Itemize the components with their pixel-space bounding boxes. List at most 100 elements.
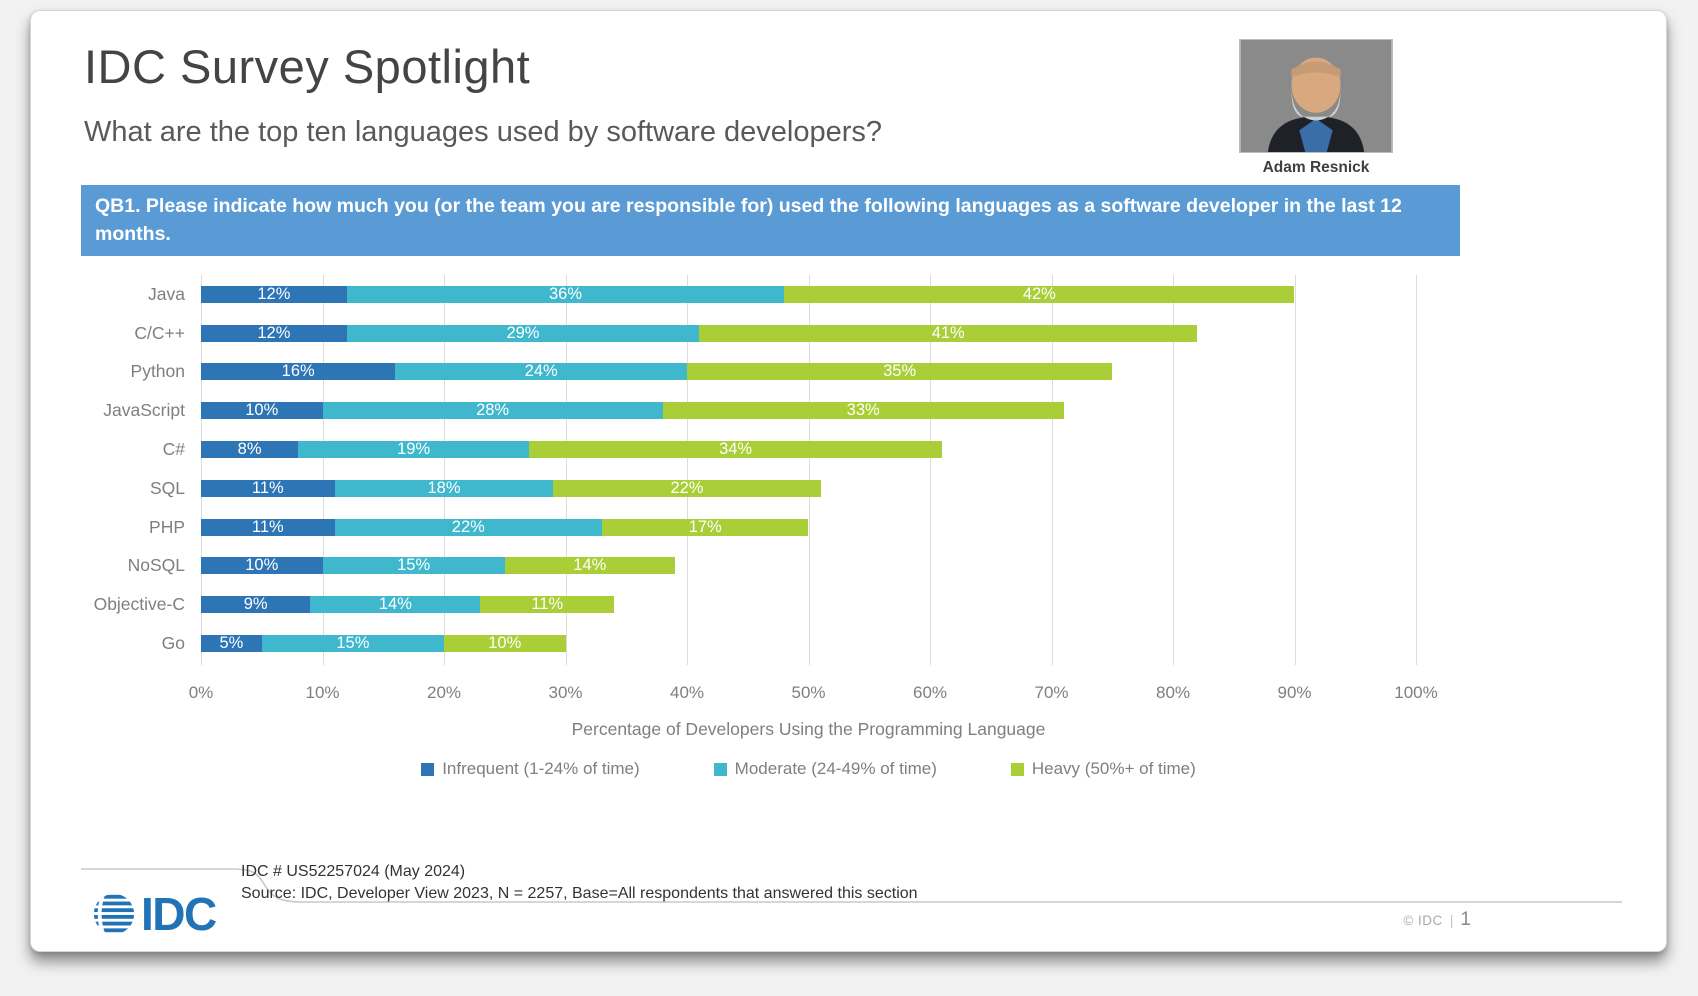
gridline [930,275,931,665]
stacked-bar: 16% 24% 35% [201,363,1416,381]
segment-value-label: 14% [573,557,607,575]
bar-segment: 35% [686,363,1113,381]
bar-segment: 33% [662,402,1064,420]
bar-segment: 10% [444,635,566,653]
bar-segment: 11% [201,518,335,536]
category-label: C/C++ [134,322,185,343]
x-tick-label: 90% [1277,683,1312,702]
gridline [687,275,688,665]
x-tick-label: 30% [548,683,583,702]
chart-row: Python 16% 24% 35% [131,353,1416,392]
segment-value-label: 34% [719,441,753,459]
category-label: JavaScript [103,400,185,421]
copyright-text: © IDC [1403,913,1443,928]
x-tick-label: 80% [1155,683,1191,702]
source-line: Source: IDC, Developer View 2023, N = 22… [241,885,918,903]
legend-swatch [421,762,435,776]
chart-row: Objective-C 9% 14% 11% [94,585,1416,624]
legend: Infrequent (1-24% of time) Moderate (24-4… [201,759,1416,779]
segment-value-label: 19% [397,441,431,459]
question-banner: QB1. Please indicate how much you (or th… [81,185,1460,257]
segment-value-label: 15% [336,635,370,653]
gridline [1173,275,1174,665]
segment-value-label: 28% [476,402,510,420]
segment-value-label: 24% [524,363,558,381]
gridlines [201,275,1417,665]
x-tick-label: 60% [912,683,948,702]
x-axis-ticks: 0% 10% 20% 30% 40% 50% 60% 70% 80% 90% 100% [189,683,1438,705]
bar-segment: 11% [480,596,615,614]
stacked-bar: 9% 14% 11% [201,596,1416,614]
copyright-block: © IDC | 1 [1321,909,1471,931]
chart-row: Java 12% 36% 42% [148,275,1416,314]
doc-number: IDC # US52257024 (May 2024) [241,863,466,880]
category-label: Go [161,633,185,654]
category-label: PHP [149,516,185,537]
footnotes: IDC # US52257024 (May 2024) Source: IDC,… [241,861,918,906]
bar-segment: 17% [601,518,809,536]
bar-segment: 22% [553,479,821,497]
bar-segment: 14% [310,596,481,614]
page-title: IDC Survey Spotlight [84,40,531,93]
gridline [444,275,445,665]
stacked-bar: 8% 19% 34% [201,441,1416,459]
legend-item: Infrequent (1-24% of time) [421,759,640,779]
bar-segment: 22% [334,518,602,536]
segment-value-label: 17% [688,518,722,536]
bar-segment: 42% [784,285,1295,303]
category-label: SQL [149,477,185,498]
gridline [322,275,324,665]
bar-segment: 28% [322,402,663,420]
page-subtitle: What are the top ten languages used by s… [84,116,883,148]
bar-segment: 15% [261,635,444,653]
footer-divider-swoosh [81,868,1622,903]
stacked-bar: 12% 29% 41% [201,324,1416,342]
analyst-name: Adam Resnick [1262,159,1370,176]
bar-segment: 24% [395,363,687,381]
segment-value-label: 9% [243,596,268,614]
bar-segment: 34% [529,441,943,459]
x-tick-label: 0% [188,683,214,702]
idc-logo: IDC [91,887,217,941]
chart-row: NoSQL 10% 15% 14% [128,547,1416,586]
analyst-block: Adam Resnick [1239,39,1393,177]
bar-segment: 8% [201,441,299,459]
segment-value-label: 14% [378,596,412,614]
gridline [201,275,202,665]
gridline [808,275,810,665]
stacked-bar: 12% 36% 42% [201,285,1416,303]
x-tick-label: 10% [305,683,340,702]
bar-segment: 11% [201,479,335,497]
bar-segment: 9% [201,596,311,614]
category-label: C# [162,439,185,460]
bar-segment: 19% [298,441,530,459]
stacked-bar: 11% 18% 22% [201,479,1416,497]
gridline [1294,275,1296,665]
bar-segment: 15% [322,557,505,575]
copyright-divider: | [1449,912,1454,928]
x-tick-label: 20% [426,683,462,702]
segment-value-label: 16% [281,363,315,381]
category-label: Java [148,283,185,304]
segment-value-label: 35% [883,363,917,381]
x-axis-title: Percentage of Developers Using the Progr… [571,719,1046,739]
segment-value-label: 10% [245,402,279,420]
segment-value-label: 33% [846,402,880,420]
stacked-bar: 5% 15% 10% [201,635,1416,653]
segment-value-label: 12% [257,324,291,342]
chart-row: Go 5% 15% 10% [162,624,1416,663]
segment-value-label: 11% [251,518,284,536]
legend-label: Moderate (24-49% of time) [734,759,937,778]
page-number: 1 [1460,909,1471,930]
segment-value-label: 41% [931,324,965,342]
bar-segment: 29% [346,324,700,342]
segment-value-label: 29% [506,324,540,342]
gridline [565,275,567,665]
legend-label: Infrequent (1-24% of time) [442,759,640,778]
segment-value-label: 18% [427,479,461,497]
segment-value-label: 8% [237,441,262,459]
x-tick-label: 70% [1034,683,1069,702]
legend-item: Moderate (24-49% of time) [713,759,937,779]
bar-segment: 12% [201,324,347,342]
segment-value-label: 10% [488,635,522,653]
